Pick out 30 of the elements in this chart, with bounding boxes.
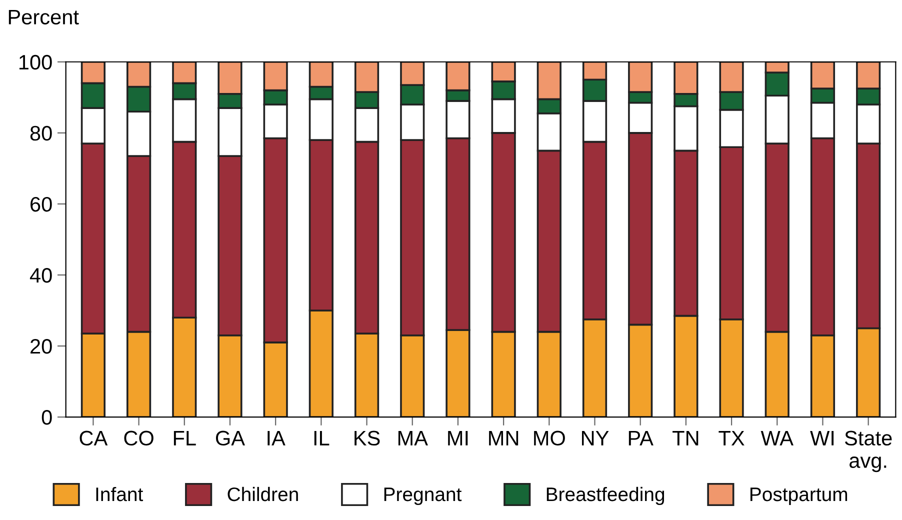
y-tick-label: 40	[30, 268, 52, 283]
x-tick-label: CO	[124, 430, 154, 446]
x-tick-label: WA	[760, 431, 794, 446]
y-tick-label: 60	[30, 196, 52, 212]
legend-label: Postpartum	[750, 488, 848, 506]
x-tick-label: NY	[582, 431, 609, 446]
x-tick-label: TN	[672, 431, 698, 446]
y-tick-label: 0	[42, 410, 52, 425]
legend-label: Breastfeeding	[546, 486, 664, 506]
x-tick-label: TX	[718, 431, 744, 446]
x-tick-label: CA	[80, 430, 108, 446]
x-tick-label: FL	[174, 431, 196, 446]
y-axis-title: Percent	[8, 10, 79, 24]
y-tick-label: 100	[19, 54, 52, 70]
x-tick-label: IL	[314, 431, 330, 446]
x-tick-label: MO	[534, 430, 565, 446]
legend-label: Pregnant	[384, 488, 462, 506]
x-tick-label: PA	[628, 431, 654, 446]
x-tick-label: KS	[354, 430, 380, 446]
x-tick-label: State avg.	[844, 430, 892, 472]
x-tick-label: MA	[398, 431, 428, 446]
legend-label: Children	[228, 486, 298, 502]
x-tick-label: MN	[489, 431, 518, 446]
x-tick-label: GA	[216, 430, 245, 446]
x-tick-label: MI	[448, 431, 468, 446]
y-tick-label: 20	[30, 339, 52, 354]
x-tick-label: WI	[810, 431, 834, 446]
legend-label: Infant	[96, 486, 144, 502]
y-tick-label: 80	[30, 126, 52, 141]
x-tick-label: IA	[268, 431, 286, 446]
